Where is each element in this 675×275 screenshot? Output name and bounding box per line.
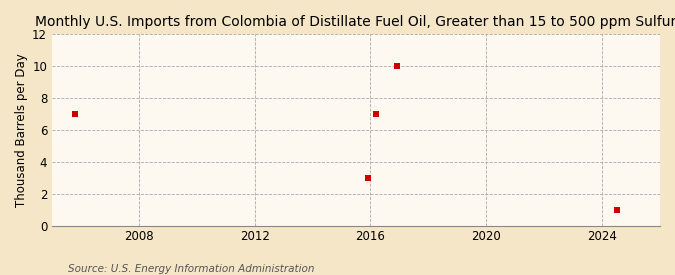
Point xyxy=(611,208,622,212)
Text: Source: U.S. Energy Information Administration: Source: U.S. Energy Information Administ… xyxy=(68,264,314,274)
Point xyxy=(70,112,80,116)
Point xyxy=(391,64,402,68)
Point xyxy=(362,176,373,180)
Title: Monthly U.S. Imports from Colombia of Distillate Fuel Oil, Greater than 15 to 50: Monthly U.S. Imports from Colombia of Di… xyxy=(35,15,675,29)
Point xyxy=(371,112,381,116)
Y-axis label: Thousand Barrels per Day: Thousand Barrels per Day xyxy=(15,53,28,207)
